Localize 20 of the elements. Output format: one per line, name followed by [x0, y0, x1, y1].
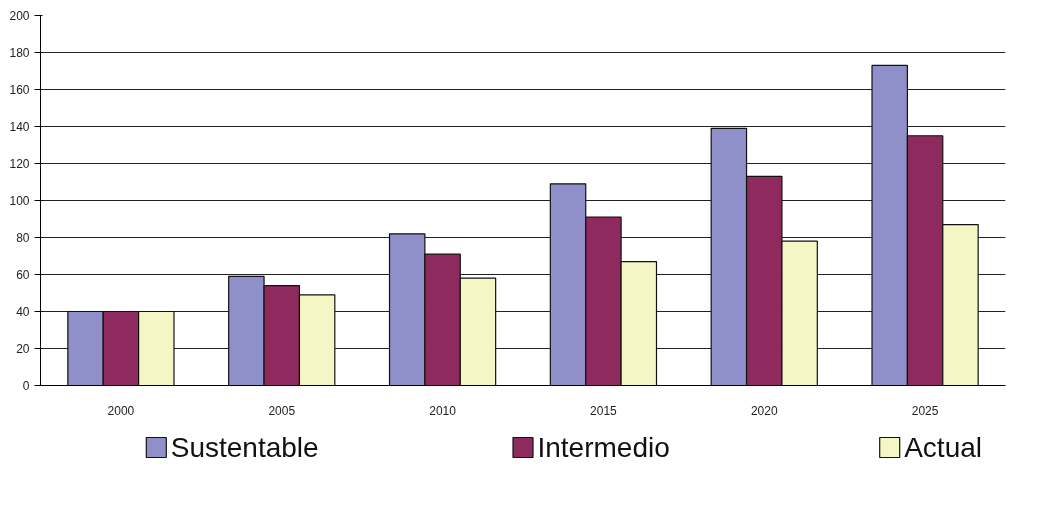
legend-label: Actual	[904, 432, 982, 463]
x-tick-label: 2025	[911, 403, 939, 418]
y-tick-label: 180	[9, 46, 30, 60]
y-tick-label: 40	[16, 305, 30, 319]
y-tick-label: 60	[16, 268, 30, 282]
legend-label: Intermedio	[537, 432, 670, 463]
x-tick-label: 2000	[107, 403, 135, 418]
x-tick-label: 2015	[590, 403, 618, 418]
y-tick-label: 200	[9, 9, 30, 23]
y-tick-label: 160	[9, 83, 30, 97]
x-tick-label: 2005	[268, 403, 296, 418]
x-tick-label: 2020	[750, 403, 778, 418]
y-tick-label: 120	[9, 157, 30, 171]
y-tick-label: 0	[22, 379, 30, 393]
y-tick-label: 140	[9, 120, 30, 134]
y-tick-label: 80	[16, 231, 30, 245]
y-tick-label: 20	[16, 342, 30, 356]
y-tick-label: 100	[9, 194, 30, 208]
legend-label: Sustentable	[170, 432, 319, 463]
x-tick-label: 2010	[429, 403, 457, 418]
